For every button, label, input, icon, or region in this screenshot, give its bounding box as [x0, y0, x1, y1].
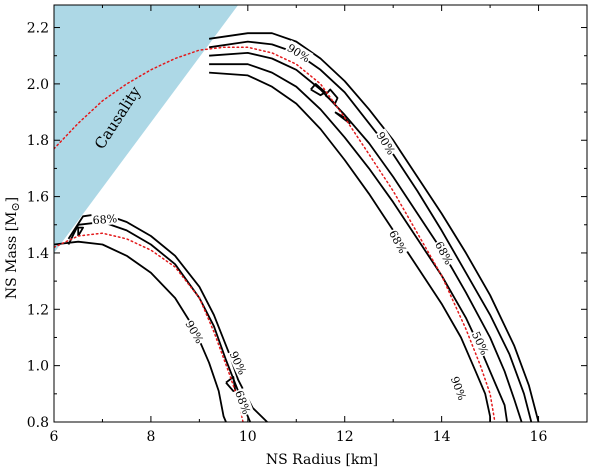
y-tick-label: 1.6: [27, 190, 49, 206]
axes-layer: 6 8 10 12 14 16 0.8 1.0 1.2 1.4 1.6 1.8 2.0 2.2: [27, 4, 588, 445]
plot-frame: [53, 4, 588, 423]
contour-label-6: 68%: [91, 211, 119, 227]
x-tick-label: 12: [336, 429, 354, 445]
causality-region: [54, 5, 239, 253]
contour-label-8: 90%: [227, 348, 250, 378]
contour-line-low-9: [67, 221, 252, 422]
y-tick-label: 1.4: [27, 246, 49, 262]
y-axis-label: NS Mass [M⊙]: [4, 197, 22, 299]
y-axis-label-close: ]: [4, 197, 20, 202]
y-tick-label: 1.0: [27, 359, 49, 375]
contour-label-5: 90%: [448, 373, 470, 403]
y-tick-label: 1.8: [27, 133, 49, 149]
contour-line-low-island-11: [77, 226, 84, 237]
contour-line-high-island-5: [310, 83, 327, 97]
x-tick-label: 16: [530, 429, 548, 445]
contour-line-high-2: [209, 52, 523, 422]
contour-line-high-island-7: [334, 111, 351, 125]
contour-line-low-10: [54, 240, 227, 422]
contour-line-high-0: [208, 32, 540, 422]
contour-label-text: 90%: [227, 349, 249, 377]
contour-line-high-1: [208, 40, 533, 422]
x-tick-label: 6: [50, 429, 59, 445]
contour-line-low-island-12: [225, 376, 237, 395]
y-tick-label: 1.2: [27, 302, 49, 318]
contour-label-7: 90%: [182, 317, 208, 347]
contour-label-text: 90%: [448, 375, 469, 402]
y-tick-label: 2.0: [27, 77, 49, 93]
contour-line-high-3: [209, 63, 508, 422]
low-mass-fit: [54, 232, 244, 422]
x-axis-label: NS Radius [km]: [266, 452, 378, 468]
y-tick-label: 0.8: [27, 415, 49, 431]
contour-label-4: 50%: [469, 328, 493, 358]
y-tick-label: 2.2: [27, 21, 49, 37]
high-mass-fit: [54, 46, 496, 422]
contour-line-high-island-6: [324, 88, 339, 105]
x-tick-label: 14: [433, 429, 451, 445]
x-tick-label: 8: [146, 429, 155, 445]
y-axis-label-text: NS Mass [M: [4, 212, 20, 300]
contour-label-text: 68%: [92, 212, 117, 227]
sun-symbol: ⊙: [9, 202, 22, 211]
contour-label-text: 68%: [232, 389, 253, 416]
x-tick-label: 10: [239, 429, 257, 445]
